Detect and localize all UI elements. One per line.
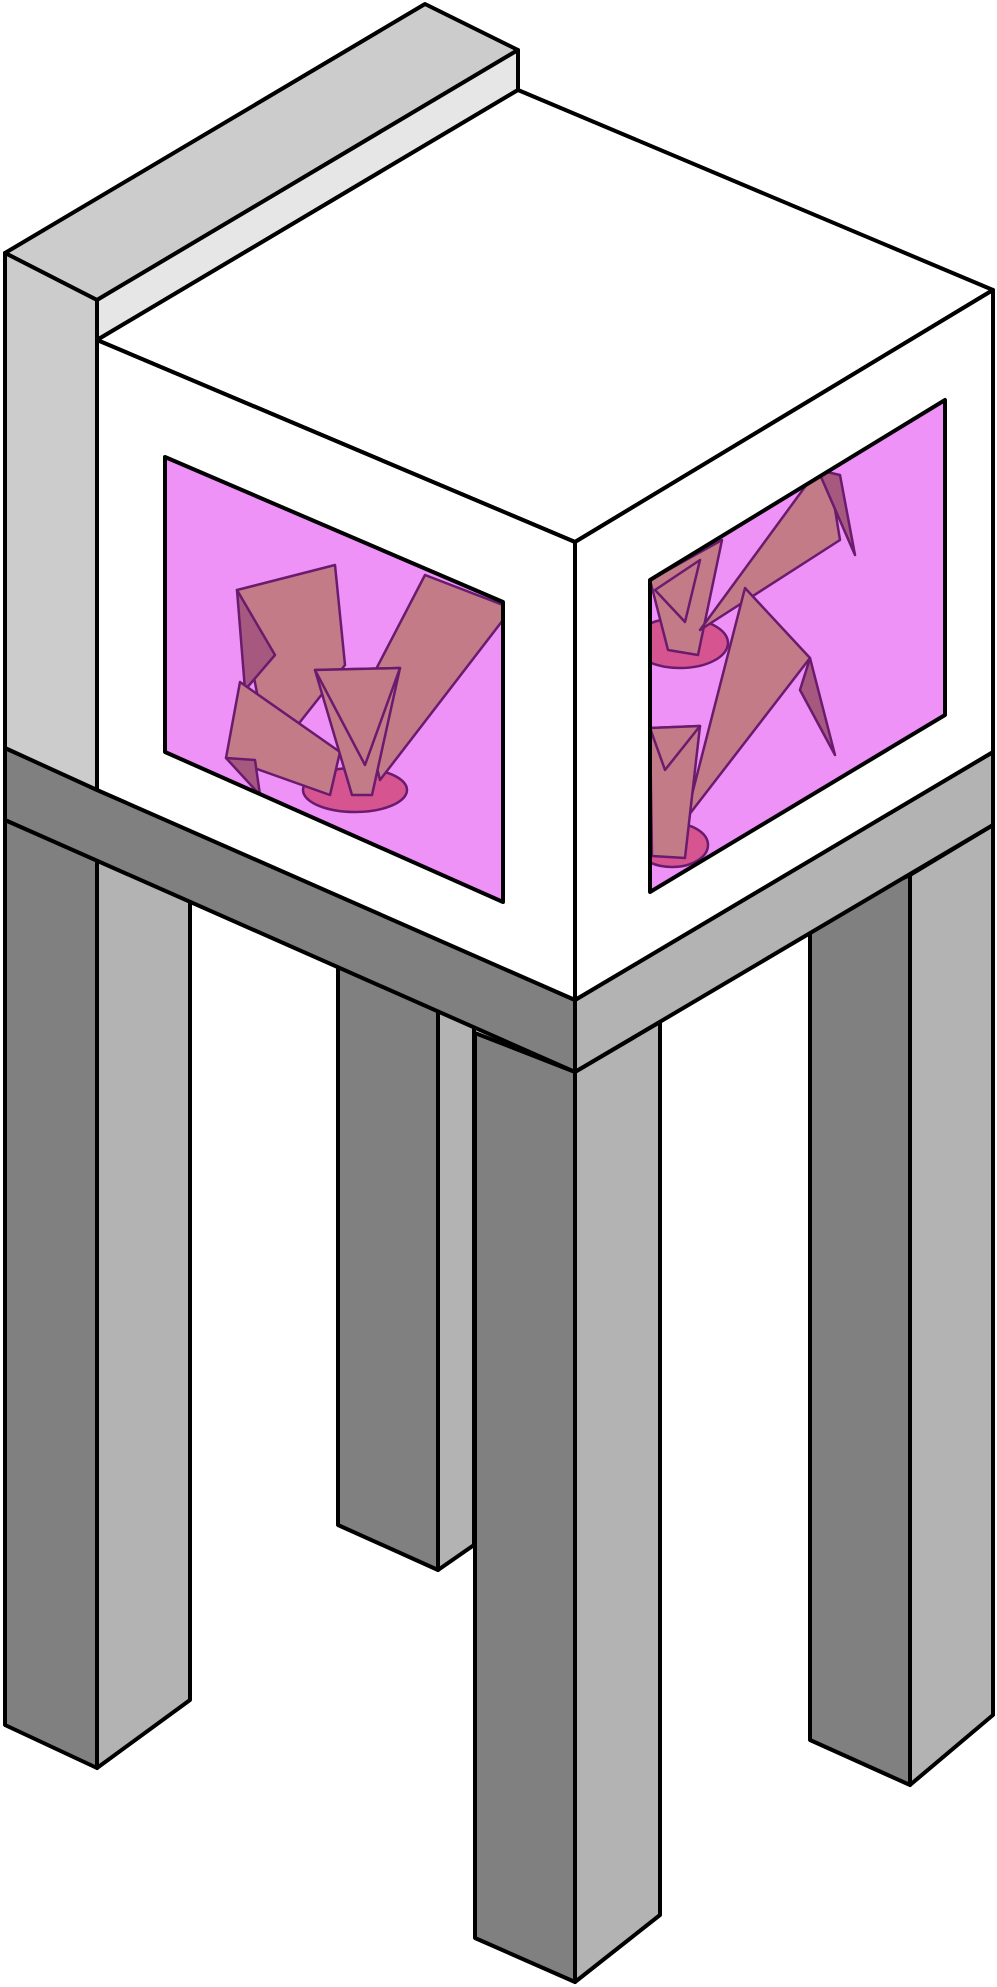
front-left-leg [3,818,192,1770]
ender-crystal-icon [224,563,503,814]
left-glass-window [163,455,505,904]
back-left-leg [336,963,476,1572]
back-right-leg [808,823,995,1787]
front-center-leg [473,1020,662,1984]
frame-back-strip [3,2,520,792]
right-glass-window [648,398,947,894]
